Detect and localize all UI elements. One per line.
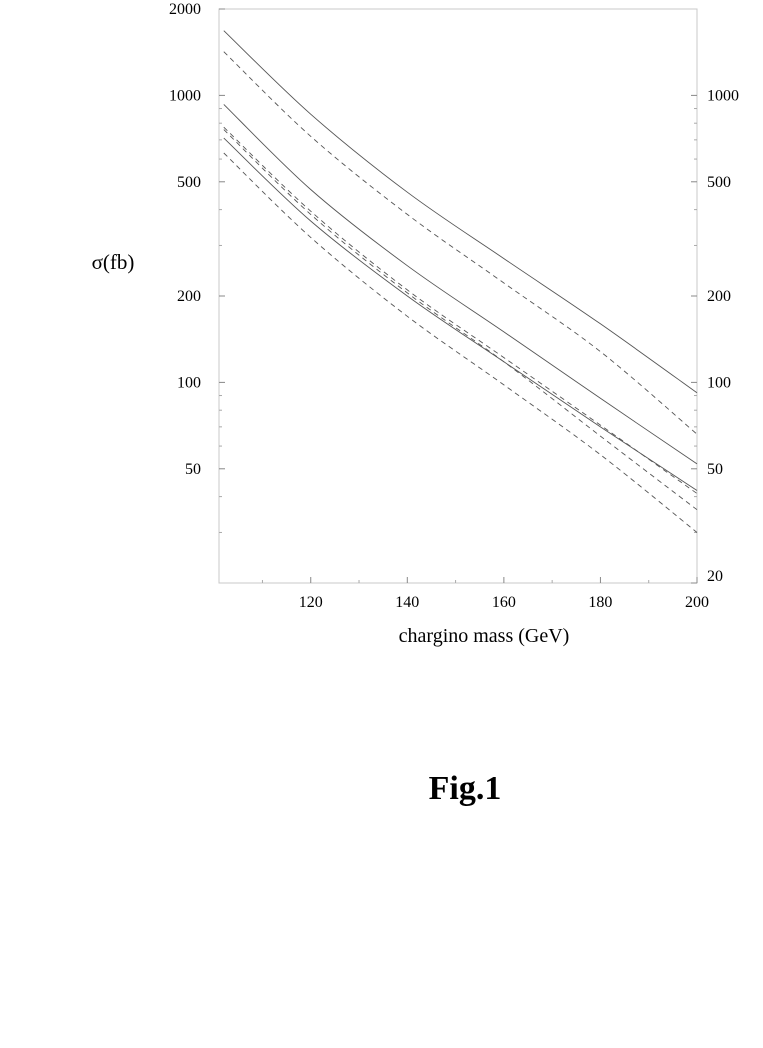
series-line-4-dashed bbox=[223, 126, 698, 494]
y-left-tick-label: 2000 bbox=[169, 1, 201, 18]
y-axis-right-ticks: 20 50 100 200 500 1000 bbox=[691, 87, 739, 585]
x-axis-label: chargino mass (GeV) bbox=[399, 625, 570, 647]
series-line-7-dashed bbox=[223, 152, 698, 533]
x-axis-ticks: 120 140 160 180 200 bbox=[261, 577, 709, 611]
y-left-tick-label: 100 bbox=[177, 374, 201, 391]
y-left-tick-label: 50 bbox=[185, 461, 201, 478]
y-axis-left-ticks: 50 100 200 500 1000 2000 bbox=[169, 1, 225, 533]
y-right-tick-label: 500 bbox=[707, 174, 731, 191]
y-right-tick-label: 1000 bbox=[707, 87, 739, 104]
series-line-6-dashed bbox=[223, 129, 698, 511]
x-tick-label: 120 bbox=[299, 594, 323, 611]
figure-caption: Fig.1 bbox=[428, 770, 502, 807]
y-left-tick-label: 500 bbox=[177, 174, 201, 191]
series-line-1-solid bbox=[223, 30, 698, 394]
x-tick-label: 180 bbox=[588, 594, 612, 611]
series-line-5-solid bbox=[223, 137, 698, 491]
x-tick-label: 160 bbox=[492, 594, 516, 611]
cross-section-chart: 120 140 160 180 200 50 100 200 500 1000 2000 20 50… bbox=[92, 1, 739, 647]
y-right-tick-label: 20 bbox=[707, 568, 723, 585]
plot-frame bbox=[218, 8, 698, 584]
y-left-tick-label: 200 bbox=[177, 288, 201, 305]
y-axis-label: σ(fb) bbox=[92, 250, 135, 274]
y-right-tick-label: 50 bbox=[707, 461, 723, 478]
x-tick-label: 140 bbox=[395, 594, 419, 611]
y-right-tick-label: 200 bbox=[707, 288, 731, 305]
series-line-2-dashed bbox=[223, 51, 698, 435]
x-tick-label: 200 bbox=[685, 594, 709, 611]
y-left-tick-label: 1000 bbox=[169, 87, 201, 104]
series-layer bbox=[223, 30, 698, 533]
y-right-tick-label: 100 bbox=[707, 374, 731, 391]
series-line-3-solid bbox=[223, 104, 698, 465]
